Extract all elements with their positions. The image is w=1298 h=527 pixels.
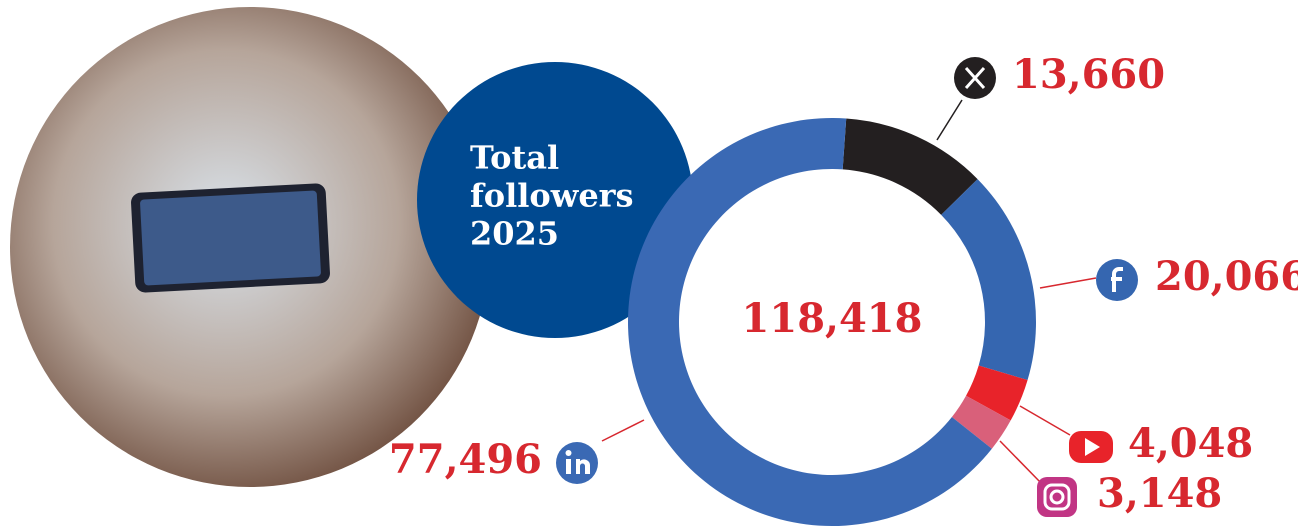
leader-line xyxy=(936,99,963,141)
title-circle xyxy=(417,62,693,338)
leader-line xyxy=(999,440,1043,485)
donut-segment xyxy=(966,365,1028,421)
donut-segment xyxy=(941,179,1036,381)
phone-screen xyxy=(140,190,321,286)
donut-segment xyxy=(842,118,978,215)
icon-glyph xyxy=(1085,438,1100,456)
title-line: 2025 xyxy=(470,215,559,253)
icon xyxy=(1037,477,1077,517)
icon-glyph xyxy=(964,66,986,90)
title-line: Total xyxy=(470,139,559,177)
value-label: 4,048 xyxy=(1128,420,1253,467)
icon-glyph xyxy=(1049,489,1065,505)
total-label: 118,418 xyxy=(742,295,923,342)
value-label: 20,066 xyxy=(1155,253,1298,300)
leader-line xyxy=(601,419,645,442)
donut-segment xyxy=(951,395,1011,449)
icon-glyph xyxy=(576,459,590,474)
icon-glyph xyxy=(566,459,571,474)
leader-line xyxy=(1039,277,1097,289)
value-label: 13,660 xyxy=(1012,51,1165,98)
value-label: 77,496 xyxy=(389,436,542,483)
leader-line xyxy=(1019,405,1071,436)
title-line: followers xyxy=(470,177,634,215)
icon-glyph xyxy=(1111,267,1123,292)
icon-glyph xyxy=(565,450,572,456)
icon-glyph xyxy=(1043,483,1071,511)
value-label: 3,148 xyxy=(1097,470,1222,517)
